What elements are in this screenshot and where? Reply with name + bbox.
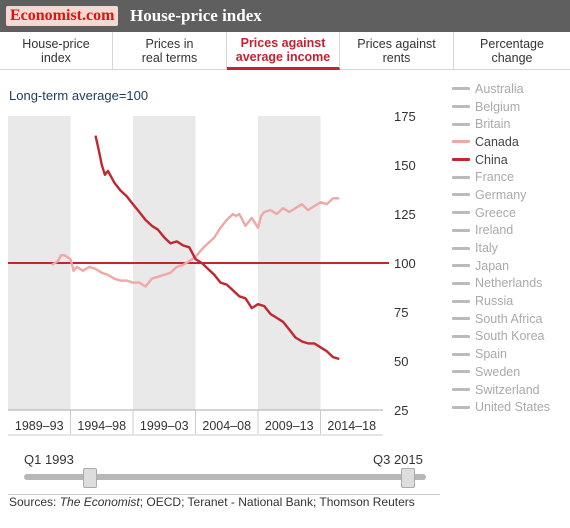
legend-label: Netherlands xyxy=(475,276,543,291)
legend-swatch xyxy=(452,281,470,285)
range-slider-track[interactable] xyxy=(24,474,426,480)
legend-item-russia[interactable]: Russia xyxy=(452,292,570,310)
x-tick-label: 2004–08 xyxy=(202,419,251,433)
legend-item-south-africa[interactable]: South Africa xyxy=(452,310,570,328)
legend-label: Australia xyxy=(475,81,524,96)
x-tick-label: 1999–03 xyxy=(140,419,189,433)
legend-item-france[interactable]: France xyxy=(452,168,570,186)
legend-item-ireland[interactable]: Ireland xyxy=(452,222,570,240)
y-tick-label: 25 xyxy=(394,403,408,418)
legend-item-germany[interactable]: Germany xyxy=(452,186,570,204)
tab-prices-against-rents[interactable]: Prices against rents xyxy=(340,32,454,70)
country-legend: Australia Belgium Britain Canada China France… xyxy=(452,80,570,416)
sources-rest: ; OECD; Teranet - National Bank; Thomson… xyxy=(139,495,415,509)
legend-item-sweden[interactable]: Sweden xyxy=(452,363,570,381)
legend-item-netherlands[interactable]: Netherlands xyxy=(452,275,570,293)
legend-item-switzerland[interactable]: Switzerland xyxy=(452,381,570,399)
sources-note: Sources: The Economist; OECD; Teranet - … xyxy=(9,496,434,509)
legend-swatch xyxy=(452,334,470,338)
series-line-china xyxy=(94,135,340,361)
legend-item-china[interactable]: China xyxy=(452,151,570,169)
legend-label: Russia xyxy=(475,294,514,309)
y-tick-label: 150 xyxy=(394,158,416,173)
legend-label: Sweden xyxy=(475,364,521,379)
legend-swatch xyxy=(452,317,470,321)
legend-label: Canada xyxy=(475,134,519,149)
legend-label: South Africa xyxy=(475,311,543,326)
range-end-label: Q3 2015 xyxy=(373,452,423,467)
legend-label: Belgium xyxy=(475,99,521,114)
legend-label: Ireland xyxy=(475,223,514,238)
chart-subtitle: Long-term average=100 xyxy=(9,88,149,103)
legend-label: Britain xyxy=(475,117,511,132)
legend-label: China xyxy=(475,152,508,167)
y-tick-label: 125 xyxy=(394,207,416,222)
legend-swatch xyxy=(452,211,470,215)
legend-swatch xyxy=(452,264,470,268)
tab-prices-in-real-terms[interactable]: Prices in real terms xyxy=(113,32,227,70)
legend-swatch xyxy=(452,405,470,409)
range-start-label: Q1 1993 xyxy=(24,452,74,467)
sources-italic: The Economist xyxy=(59,495,140,509)
legend-swatch xyxy=(452,352,470,356)
legend-label: Italy xyxy=(475,241,498,256)
x-tick-label: 1994–98 xyxy=(77,419,126,433)
title-bar: Economist.com House-price index xyxy=(0,0,570,32)
legend-label: Switzerland xyxy=(475,382,540,397)
legend-swatch xyxy=(452,158,470,162)
legend-swatch xyxy=(452,388,470,392)
legend-item-united-states[interactable]: United States xyxy=(452,398,570,416)
legend-item-australia[interactable]: Australia xyxy=(452,80,570,98)
chart-title: House-price index xyxy=(130,6,262,25)
x-tick-label: 1989–93 xyxy=(15,419,64,433)
legend-label: Spain xyxy=(475,347,507,362)
legend-label: Greece xyxy=(475,205,516,220)
legend-swatch xyxy=(452,140,470,144)
x-tick-label: 2014–18 xyxy=(327,419,376,433)
legend-label: United States xyxy=(475,400,551,415)
legend-label: France xyxy=(475,170,514,185)
y-tick-label: 175 xyxy=(394,109,416,124)
legend-item-italy[interactable]: Italy xyxy=(452,239,570,257)
tab-percentage-change[interactable]: Percentage change xyxy=(480,37,544,65)
legend-item-belgium[interactable]: Belgium xyxy=(452,98,570,116)
legend-swatch xyxy=(452,87,470,91)
legend-swatch xyxy=(452,105,470,109)
y-tick-label: 50 xyxy=(394,354,408,369)
legend-item-japan[interactable]: Japan xyxy=(452,257,570,275)
legend-swatch xyxy=(452,370,470,374)
legend-swatch xyxy=(452,193,470,197)
economist-logo: Economist.com xyxy=(6,6,119,26)
y-tick-label: 75 xyxy=(394,305,408,320)
legend-item-canada[interactable]: Canada xyxy=(452,133,570,151)
legend-swatch xyxy=(452,246,470,250)
tab-house-price-index[interactable]: House-price index xyxy=(0,32,113,70)
legend-item-britain[interactable]: Britain xyxy=(452,115,570,133)
x-tick-label: 2009–13 xyxy=(265,419,314,433)
legend-label: South Korea xyxy=(475,329,545,344)
legend-label: Germany xyxy=(475,187,527,202)
legend-swatch xyxy=(452,228,470,232)
legend-item-spain[interactable]: Spain xyxy=(452,345,570,363)
sources-prefix: Sources: xyxy=(9,495,60,509)
legend-label: Japan xyxy=(475,258,510,273)
y-tick-label: 100 xyxy=(394,256,416,271)
range-start-handle[interactable] xyxy=(83,468,98,488)
range-end-handle[interactable] xyxy=(400,468,415,488)
legend-swatch xyxy=(452,175,470,179)
legend-swatch xyxy=(452,299,470,303)
divider xyxy=(8,494,440,495)
legend-swatch xyxy=(452,122,470,126)
tab-prices-against-average-income[interactable]: Prices against average income xyxy=(227,32,340,70)
legend-item-greece[interactable]: Greece xyxy=(452,204,570,222)
legend-item-south-korea[interactable]: South Korea xyxy=(452,328,570,346)
tab-bar: House-price index Prices in real terms P… xyxy=(0,32,570,70)
